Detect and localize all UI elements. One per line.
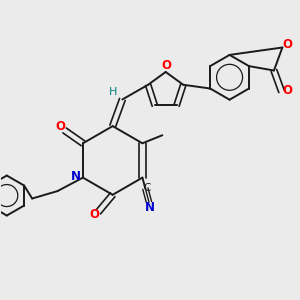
Text: O: O [283, 38, 293, 51]
Text: O: O [56, 120, 66, 133]
Text: O: O [161, 59, 171, 72]
Text: H: H [109, 87, 118, 97]
Text: N: N [71, 169, 81, 183]
Text: C: C [144, 183, 151, 193]
Text: O: O [283, 84, 292, 97]
Text: O: O [89, 208, 99, 221]
Text: N: N [145, 201, 155, 214]
